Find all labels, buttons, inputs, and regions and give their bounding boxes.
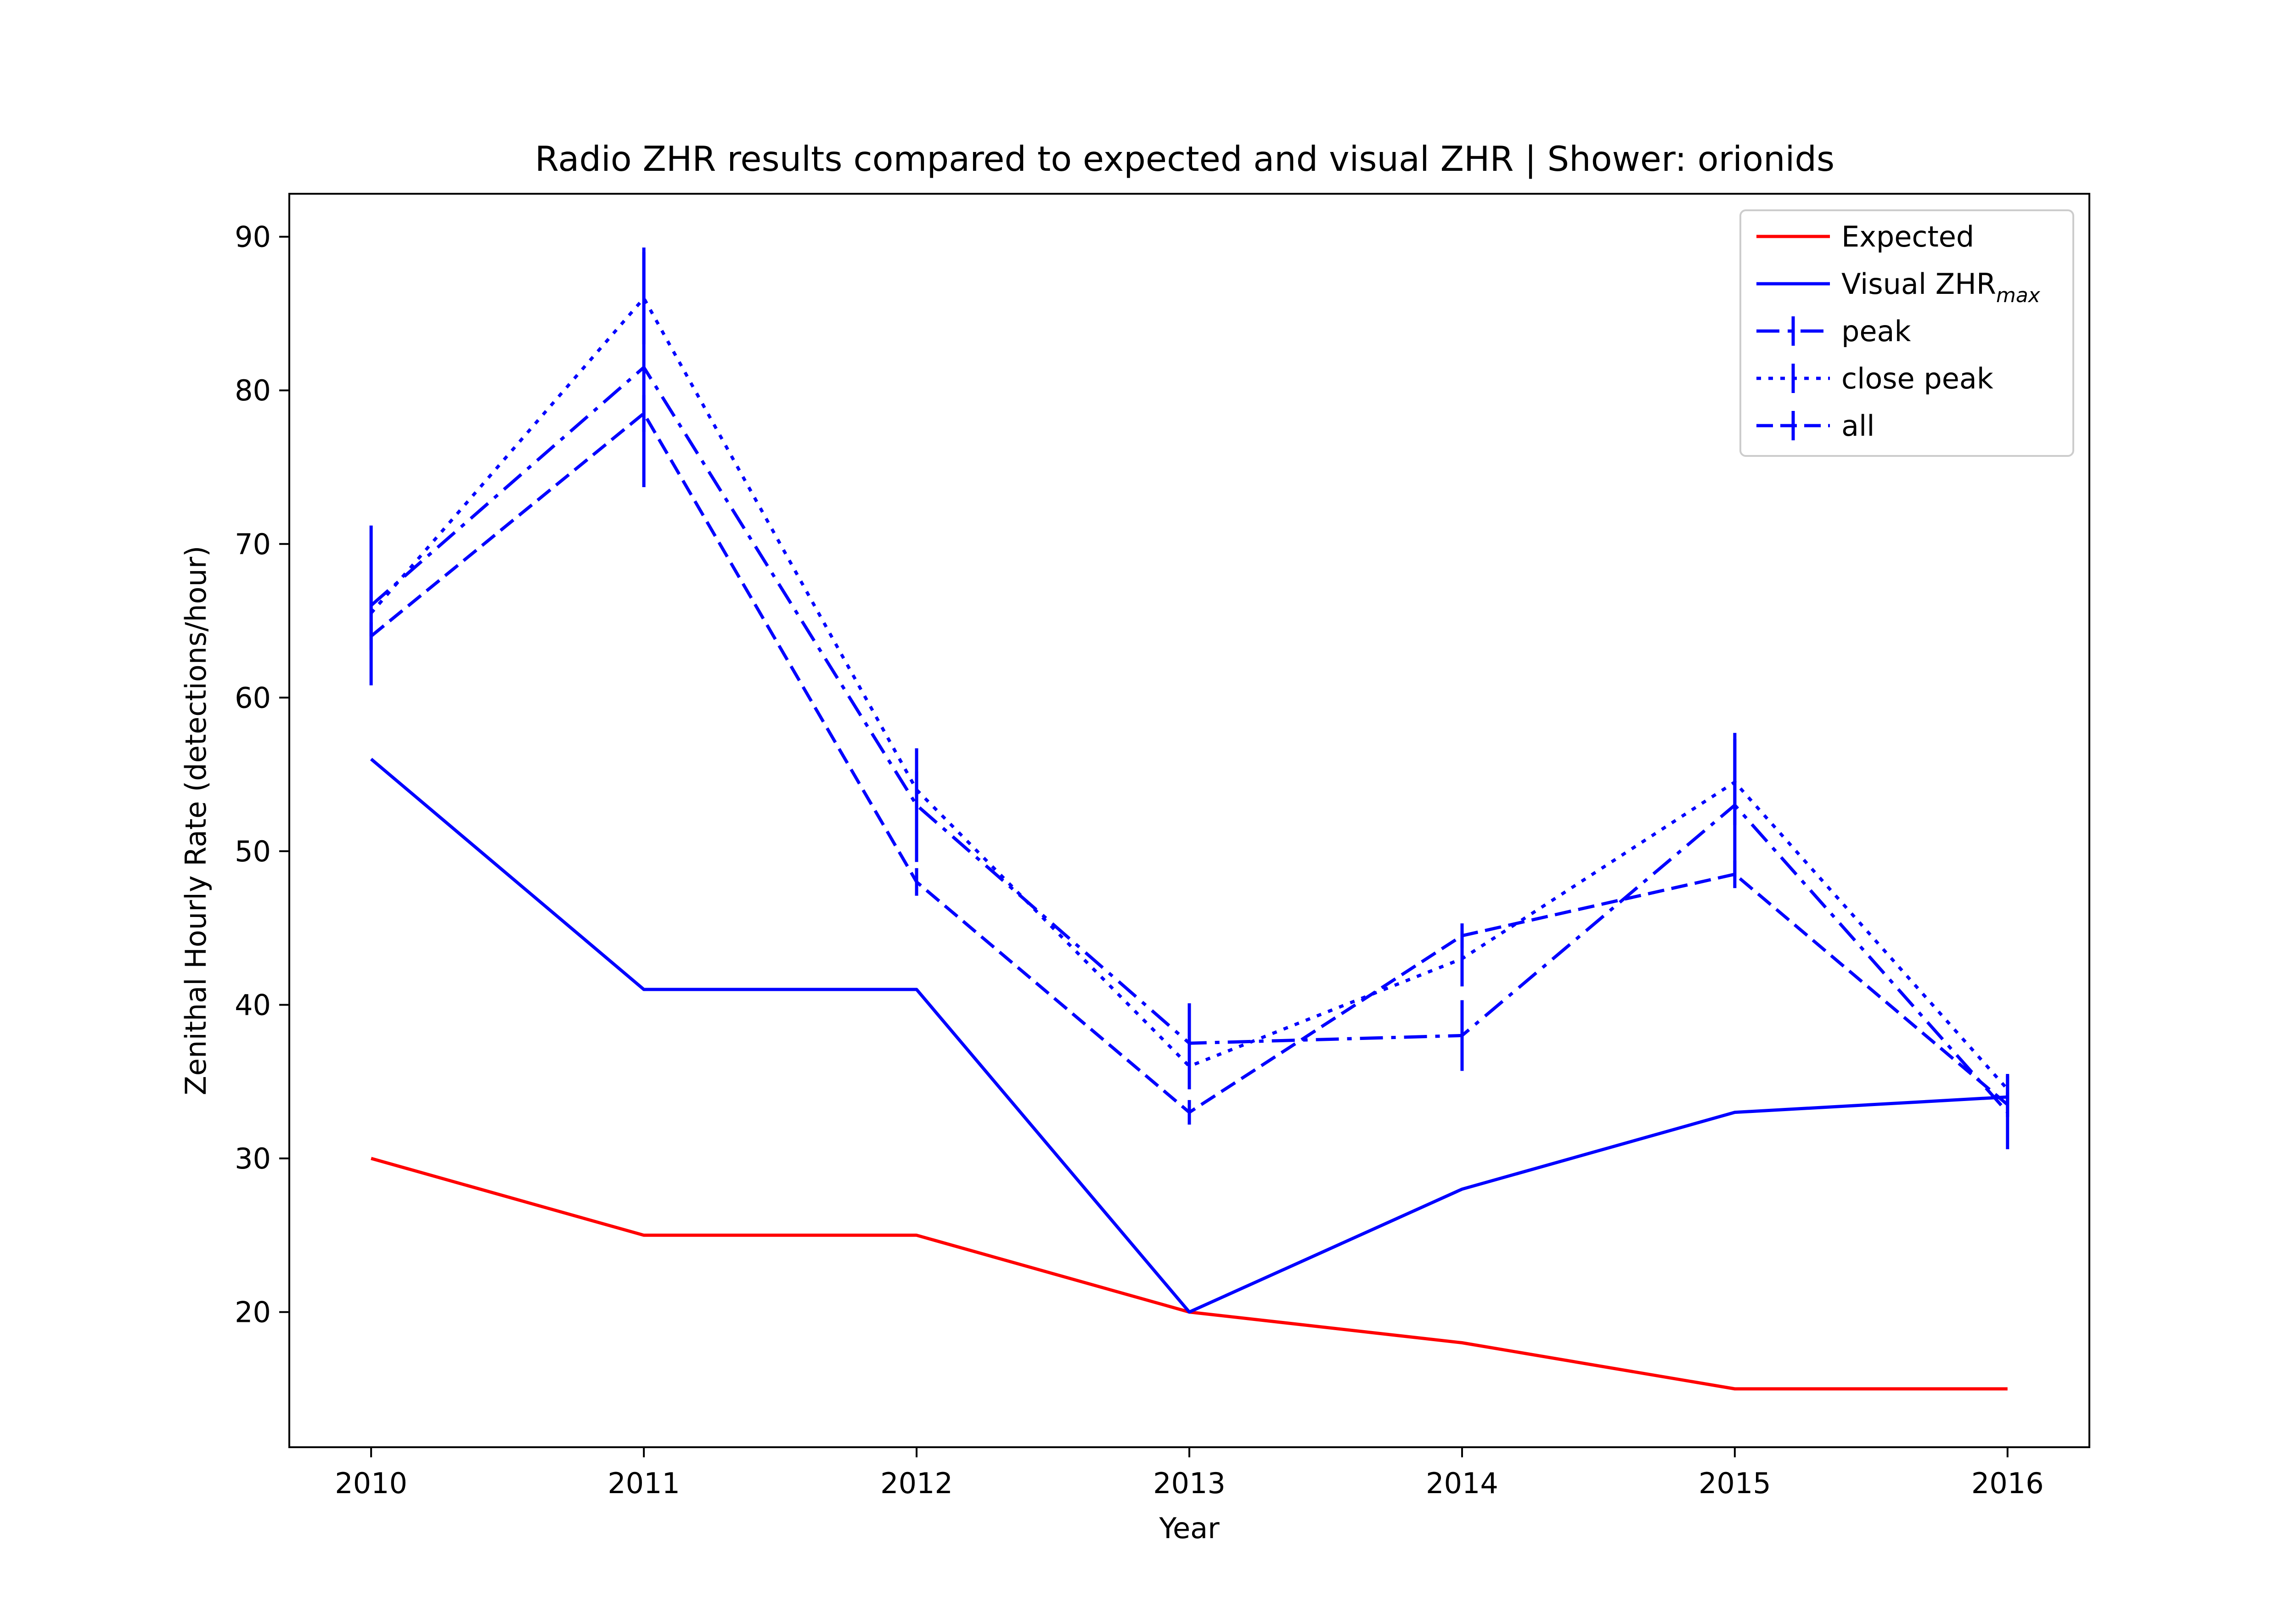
x-tick-label-2014: 2014 [1426,1467,1498,1500]
x-tick-label-2012: 2012 [880,1467,953,1500]
series-all [369,395,2009,1125]
legend-label-visual-zhr: Visual ZHRmax [1841,267,2041,307]
legend-label-text: Visual ZHR [1841,267,1996,301]
legend-label-all: all [1841,409,1874,443]
x-tick-label-2010: 2010 [335,1467,407,1500]
y-tick-label-70: 70 [235,528,271,561]
y-axis: 20 30 40 50 60 70 80 90 [235,220,289,1329]
x-tick-label-2016: 2016 [1971,1467,2044,1500]
legend-label-close-peak: close peak [1841,362,1993,395]
chart-title: Radio ZHR results compared to expected a… [535,139,1835,179]
y-tick-label-90: 90 [235,220,271,254]
y-tick-label-50: 50 [235,835,271,868]
legend-item-all: all [1756,409,1874,443]
legend-label-subscript: max [1996,284,2041,307]
legend-label-text: peak [1841,315,1911,348]
legend-items: Expected Visual ZHRmax peak close peak all [1756,220,2041,443]
x-axis-label: Year [1159,1511,1220,1545]
legend-label-peak: peak [1841,315,1911,348]
series-line-visual-zhr [370,758,2008,1314]
legend-item-expected: Expected [1756,220,1974,253]
y-tick-label-40: 40 [235,988,271,1022]
y-tick-label-20: 20 [235,1296,271,1329]
legend-label-text: Expected [1841,220,1974,253]
y-axis-label: Zenithal Hourly Rate (detections/hour) [179,546,213,1096]
x-axis: 2010 2011 2012 2013 2014 2015 2016 [335,1447,2044,1500]
plot-area [288,193,2090,1448]
legend-frame [1739,209,2074,457]
legend-item-visual-zhr: Visual ZHRmax [1756,267,2041,307]
y-tick-label-80: 80 [235,374,271,407]
legend-item-close-peak: close peak [1756,362,1993,395]
legend-label-text: all [1841,409,1874,443]
y-tick-label-60: 60 [235,681,271,714]
series-layer [369,247,2009,1391]
legend: Expected Visual ZHRmax peak close peak all [1739,209,2074,457]
legend-label-expected: Expected [1841,220,1974,253]
x-tick-label-2013: 2013 [1153,1467,1226,1500]
x-tick-label-2015: 2015 [1699,1467,1771,1500]
x-tick-label-2011: 2011 [608,1467,680,1500]
series-visual-zhr [370,758,2008,1314]
legend-item-peak: peak [1756,315,1911,348]
y-tick-label-30: 30 [235,1142,271,1175]
legend-label-text: close peak [1841,362,1993,395]
